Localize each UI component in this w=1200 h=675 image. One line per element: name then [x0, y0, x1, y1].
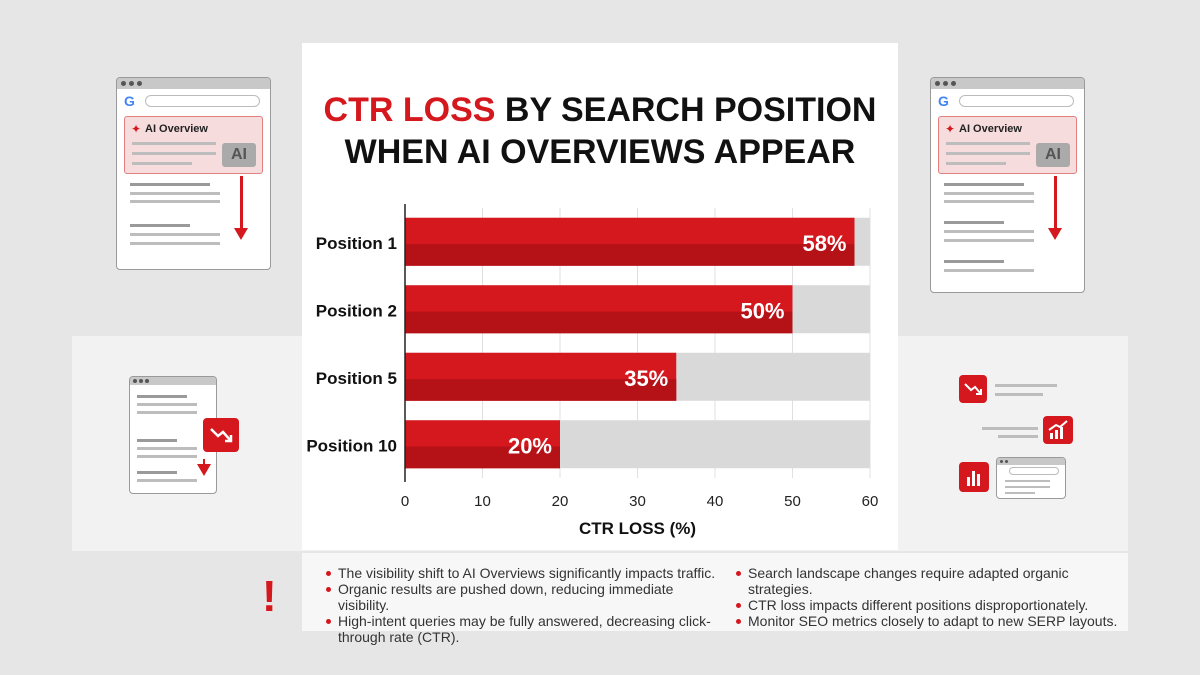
data-label: 58%: [802, 231, 846, 256]
search-bar: [145, 95, 260, 107]
sparkle-icon: ✦: [131, 122, 142, 136]
bar-shade: [405, 446, 560, 469]
trend-up-icon: [1043, 416, 1073, 444]
note-item: Monitor SEO metrics closely to adapt to …: [734, 613, 1124, 629]
note-item: High-intent queries may be fully answere…: [324, 613, 724, 645]
x-tick-label: 60: [862, 493, 879, 510]
browser-bar: [117, 78, 270, 89]
arrow-down-icon: [1048, 176, 1062, 240]
data-label: 35%: [624, 366, 668, 391]
text-line: [137, 439, 177, 442]
text-line: [946, 152, 1030, 155]
x-tick-label: 10: [474, 493, 491, 510]
text-line: [130, 224, 190, 227]
x-tick-label: 40: [707, 493, 724, 510]
notes-right: Search landscape changes require adapted…: [734, 565, 1124, 629]
notes-left: The visibility shift to AI Overviews sig…: [324, 565, 724, 645]
ai-overview-label: AI Overview: [145, 123, 208, 135]
text-line: [130, 242, 220, 245]
text-line: [944, 221, 1004, 224]
text-line: [137, 447, 197, 450]
note-item: Search landscape changes require adapted…: [734, 565, 1124, 597]
x-tick-label: 0: [401, 493, 409, 510]
text-line: [1005, 480, 1050, 482]
text-line: [982, 427, 1038, 430]
sparkle-icon: ✦: [945, 122, 956, 136]
text-line: [137, 479, 197, 482]
text-line: [944, 230, 1034, 233]
browser-bar: [931, 78, 1084, 89]
category-label: Position 10: [306, 436, 397, 455]
text-line: [944, 192, 1034, 195]
google-logo: G: [124, 93, 135, 109]
ai-chip: AI: [222, 143, 256, 167]
bar-chart: 58% Position 1 50% Position 2 35% Position 5 2…: [306, 204, 879, 538]
text-line: [998, 435, 1038, 438]
text-line: [944, 239, 1034, 242]
text-line: [137, 455, 197, 458]
trend-down-icon: [203, 418, 239, 452]
ai-overview-box: ✦ AI Overview AI: [938, 116, 1077, 174]
ai-overview-label: AI Overview: [959, 123, 1022, 135]
bar-chart-icon: [959, 462, 989, 492]
text-line: [137, 395, 187, 398]
serp-mockup-left: G ✦ AI Overview AI: [116, 77, 271, 270]
alert-icon: !: [262, 572, 277, 621]
text-line: [137, 403, 197, 406]
text-line: [132, 162, 192, 165]
x-tick-label: 50: [784, 493, 801, 510]
title-line1-rest: BY SEARCH POSITION: [504, 91, 877, 129]
google-logo: G: [938, 93, 949, 109]
bar-shade: [405, 379, 677, 401]
text-line: [946, 142, 1030, 145]
text-line: [130, 183, 210, 186]
browser-bar: [130, 377, 216, 385]
data-label: 20%: [508, 433, 552, 458]
ai-overview-box: ✦ AI Overview AI: [124, 116, 263, 174]
text-line: [130, 233, 220, 236]
text-line: [137, 411, 197, 414]
bar-shade: [405, 311, 793, 334]
text-line: [995, 384, 1057, 387]
notes-box: The visibility shift to AI Overviews sig…: [302, 553, 1128, 645]
x-tick-label: 30: [629, 493, 646, 510]
trend-down-icon: [959, 375, 987, 403]
data-label: 50%: [740, 298, 784, 323]
text-line: [130, 200, 220, 203]
text-line: [137, 471, 177, 474]
x-axis-label: CTR LOSS (%): [579, 519, 696, 538]
text-line: [944, 269, 1034, 272]
text-line: [132, 142, 216, 145]
title-line2: WHEN AI OVERVIEWS APPEAR: [344, 133, 856, 171]
bar-shade: [405, 244, 855, 266]
text-line: [132, 152, 216, 155]
note-item: The visibility shift to AI Overviews sig…: [324, 565, 724, 581]
note-item: Organic results are pushed down, reducin…: [324, 581, 724, 613]
text-line: [995, 393, 1043, 396]
arrow-down-icon: [197, 459, 211, 476]
note-item: CTR loss impacts different positions dis…: [734, 597, 1124, 613]
text-line: [944, 200, 1034, 203]
category-label: Position 1: [316, 234, 397, 253]
chart-title: CTR LOSS BY SEARCH POSITION WHEN AI OVER…: [302, 89, 898, 173]
browser-bar: [997, 458, 1065, 465]
text-line: [944, 183, 1024, 186]
text-line: [1005, 492, 1035, 494]
text-line: [130, 192, 220, 195]
x-tick-label: 20: [552, 493, 569, 510]
category-label: Position 2: [316, 301, 397, 320]
serp-mockup-small-left: [129, 376, 217, 494]
title-highlight: CTR LOSS: [323, 91, 496, 129]
search-bar: [1009, 467, 1059, 475]
serp-mockup-right: G ✦ AI Overview AI: [930, 77, 1085, 293]
ai-chip: AI: [1036, 143, 1070, 167]
text-line: [946, 162, 1006, 165]
search-bar: [959, 95, 1074, 107]
arrow-down-icon: [234, 176, 248, 240]
text-line: [944, 260, 1004, 263]
category-label: Position 5: [316, 369, 397, 388]
chart-panel: CTR LOSS BY SEARCH POSITION WHEN AI OVER…: [302, 43, 898, 550]
text-line: [1005, 486, 1050, 488]
serp-mockup-small-right: [996, 457, 1066, 499]
